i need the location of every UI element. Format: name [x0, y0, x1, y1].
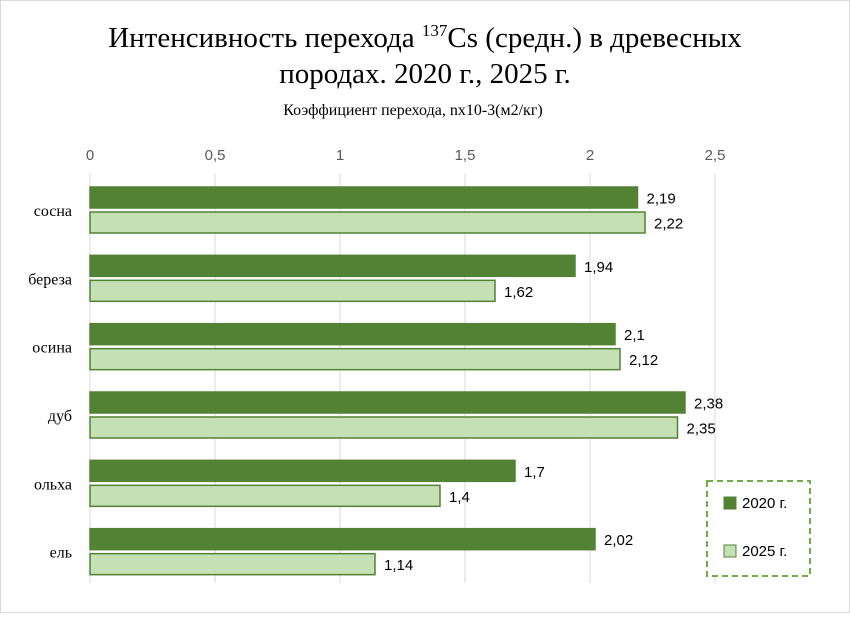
legend-swatch-2025	[723, 544, 737, 558]
bar-2020	[89, 186, 639, 209]
legend: 2020 г. 2025 г.	[706, 480, 811, 577]
category-label: дуб	[48, 408, 72, 425]
legend-label-2020: 2020 г.	[742, 495, 787, 512]
bars	[89, 186, 686, 576]
bar-2020	[89, 254, 576, 278]
data-label: 2,1	[624, 327, 645, 344]
chart-title-line1: Интенсивность перехода 137Cs (средн.) в …	[108, 21, 742, 54]
bar-2025	[89, 211, 646, 234]
bar-2020	[89, 391, 686, 414]
gridlines	[89, 173, 716, 583]
data-label: 1,7	[524, 464, 545, 481]
category-labels: сосна береза осина дуб ольха ель	[28, 203, 72, 562]
chart-title-line2: породах. 2020 г., 2025 г.	[279, 58, 571, 90]
category-label: сосна	[34, 203, 72, 220]
data-label: 1,14	[384, 557, 413, 574]
data-label: 2,22	[654, 216, 683, 233]
category-label: осина	[32, 340, 72, 357]
data-labels: 2,19 2,22 1,94 1,62 2,1 2,12 2,38 2,35 1,7 1,4 2,0…	[384, 191, 723, 575]
tick-label: 2,5	[705, 147, 726, 164]
bar-2025	[89, 416, 679, 439]
bar-2025	[89, 279, 496, 303]
category-label: береза	[28, 271, 72, 288]
legend-label-2025: 2025 г.	[742, 543, 787, 560]
bar-2020	[89, 322, 616, 346]
bar-2020	[89, 459, 516, 483]
tick-label: 1	[336, 147, 344, 164]
data-label: 1,94	[584, 259, 613, 276]
data-label: 1,4	[449, 489, 470, 506]
data-label: 2,38	[694, 396, 723, 413]
axis-title: Коэффициент перехода, nx10-3(м2/кг)	[283, 102, 542, 119]
legend-swatch-2020	[723, 496, 737, 510]
data-label: 2,12	[629, 352, 658, 369]
bar-2025	[89, 552, 376, 576]
tick-label: 1,5	[455, 147, 476, 164]
data-label: 1,62	[504, 284, 533, 301]
tick-label: 0,5	[205, 147, 226, 164]
category-label: ель	[50, 545, 72, 562]
bar-2025	[89, 484, 441, 508]
tick-label: 2	[586, 147, 594, 164]
data-label: 2,02	[604, 532, 633, 549]
data-label: 2,35	[687, 421, 716, 438]
data-label: 2,19	[647, 191, 676, 208]
bar-2020	[89, 527, 596, 551]
tick-labels: 0 0,5 1 1,5 2 2,5	[86, 147, 726, 164]
tick-label: 0	[86, 147, 94, 164]
bar-2025	[89, 347, 621, 371]
category-label: ольха	[34, 476, 72, 493]
